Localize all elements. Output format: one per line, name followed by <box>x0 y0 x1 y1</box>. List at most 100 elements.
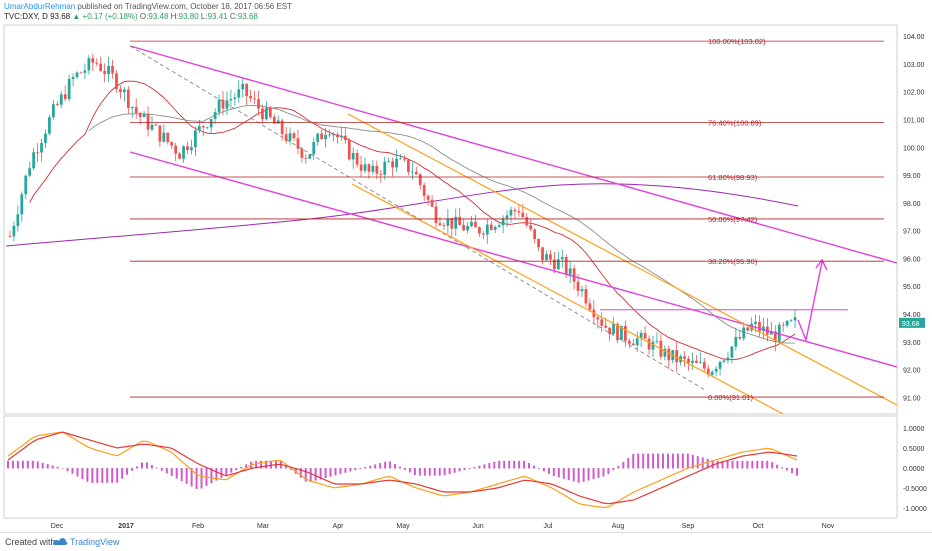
macd-histogram-bar <box>349 468 352 472</box>
candle-body <box>785 320 789 326</box>
candle-body <box>391 161 395 168</box>
macd-histogram-bar <box>66 468 69 472</box>
candle-body <box>48 117 51 134</box>
candle-body <box>489 224 493 230</box>
candle-body <box>410 171 414 173</box>
low-label: L: <box>200 12 208 21</box>
y-tick-label: 104.00 <box>903 34 925 41</box>
candle-body <box>564 257 568 275</box>
tradingview-link[interactable]: TradingView <box>70 537 120 547</box>
author-link[interactable]: UmarAbdurRehman <box>4 2 76 11</box>
macd-histogram-bar <box>746 460 749 469</box>
x-tick-label: Aug <box>612 523 625 530</box>
macd-histogram-bar <box>175 468 178 479</box>
candle-body <box>576 281 580 291</box>
macd-histogram-bar <box>121 468 124 479</box>
macd-histogram-bar <box>766 460 769 469</box>
macd-histogram-bar <box>716 460 719 469</box>
macd-histogram-bar <box>11 460 14 469</box>
candle-body <box>746 327 750 331</box>
published-text: published on TradingView.com, October 18… <box>77 2 293 11</box>
candle-body <box>383 161 387 175</box>
candle-body <box>308 154 312 159</box>
candle-body <box>683 356 686 359</box>
candle-body <box>450 218 454 229</box>
macd-histogram-bar <box>354 468 357 471</box>
macd-histogram-bar <box>403 468 406 470</box>
macd-histogram-bar <box>711 460 714 469</box>
macd-histogram-bar <box>51 465 54 469</box>
macd-histogram-bar <box>637 453 640 469</box>
candle-body <box>107 65 110 74</box>
price-pane-frame <box>3 24 898 415</box>
fib-level-label: 100.00%(103.82) <box>708 37 766 46</box>
macd-histogram-bar <box>731 460 734 469</box>
candle-body <box>695 360 698 363</box>
candle-body <box>111 65 114 74</box>
macd-histogram-bar <box>562 468 565 479</box>
candle-body <box>280 120 284 135</box>
candle-body <box>296 138 300 149</box>
macd-histogram-bar <box>488 463 491 469</box>
candle-body <box>414 171 418 175</box>
candle-body <box>201 126 205 128</box>
candle-body <box>261 108 264 120</box>
macd-histogram-bar <box>111 468 114 483</box>
macd-histogram-bar <box>61 468 64 469</box>
macd-histogram-bar <box>344 468 347 473</box>
candle-body <box>426 195 430 200</box>
macd-histogram-bar <box>101 468 104 483</box>
candle-body <box>8 236 12 237</box>
macd-histogram-bar <box>379 463 382 469</box>
candle-body <box>537 239 540 248</box>
candle-body <box>505 215 509 219</box>
candle-body <box>292 133 296 139</box>
candle-body <box>288 133 292 141</box>
macd-histogram-bar <box>433 468 436 476</box>
high-value: 93.80 <box>178 12 199 21</box>
candle-body <box>750 323 754 331</box>
candle-body <box>493 226 497 230</box>
macd-histogram-bar <box>165 468 168 474</box>
candle-body <box>170 141 174 146</box>
macd-histogram-bar <box>533 465 535 469</box>
macd-histogram-bar <box>503 460 506 469</box>
candle-body <box>501 218 505 226</box>
macd-histogram-bar <box>483 464 486 469</box>
low-value: 93.41 <box>207 12 228 21</box>
macd-histogram-bar <box>359 468 362 469</box>
candle-body <box>541 247 544 261</box>
macd-histogram-bar <box>389 461 392 469</box>
candle-body <box>438 223 442 226</box>
macd-y-tick-label: 0.5000 <box>903 446 925 453</box>
macd-histogram-bar <box>498 460 501 469</box>
candle-body <box>616 323 619 341</box>
candle-body <box>549 254 552 260</box>
macd-histogram-bar <box>691 454 694 469</box>
candle-body <box>627 340 631 344</box>
candle-body <box>146 113 150 130</box>
macd-histogram-bar <box>448 468 451 475</box>
macd-histogram-bar <box>140 462 143 469</box>
macd-histogram-bar <box>26 460 29 469</box>
candle-body <box>221 99 225 109</box>
candle-body <box>466 226 469 231</box>
candle-body <box>245 83 249 97</box>
candle-body <box>166 132 170 142</box>
x-tick-label: Nov <box>822 523 835 530</box>
macd-histogram-bar <box>796 468 798 476</box>
candle-body <box>734 336 738 347</box>
channel-upper-line <box>129 45 898 264</box>
channel-lower-line <box>129 151 898 368</box>
macd-histogram-bar <box>299 468 302 478</box>
candle-body <box>481 233 485 235</box>
candle-body <box>51 104 55 118</box>
candle-body <box>706 368 710 375</box>
candle-body <box>265 107 268 120</box>
publisher-line: UmarAbdurRehman published on TradingView… <box>4 2 292 11</box>
macd-histogram-bar <box>131 468 134 471</box>
candle-body <box>446 218 450 226</box>
tradingview-logo-icon[interactable] <box>52 535 68 549</box>
macd-histogram-bar <box>652 453 655 469</box>
